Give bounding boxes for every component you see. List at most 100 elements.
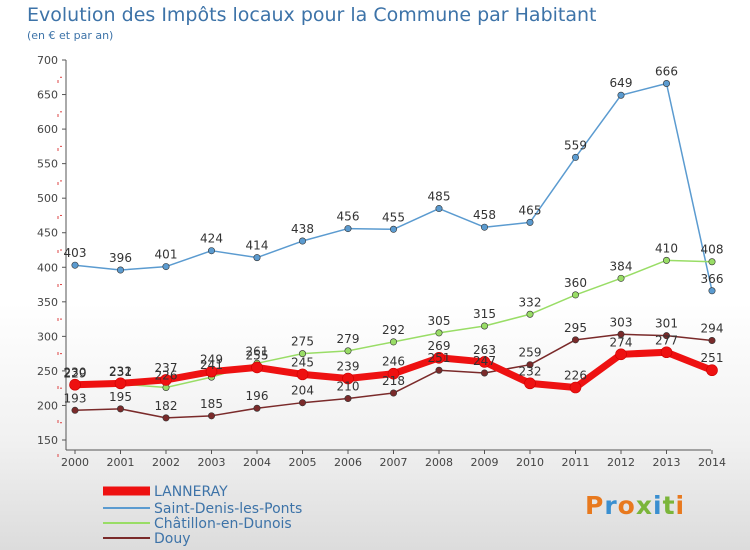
data-point [480,223,488,231]
data-label: 193 [64,391,87,405]
x-tick-label: 2005 [289,456,317,469]
data-point [208,247,216,255]
data-label: 277 [655,333,678,347]
logo-letter: i [675,491,686,520]
data-point [615,348,627,361]
data-point [706,364,718,377]
data-label: 384 [610,259,633,273]
x-tick-label: 2012 [607,456,635,469]
data-point [162,414,170,422]
data-label: 255 [246,348,269,362]
data-label: 196 [246,389,269,403]
data-label: 226 [564,368,587,382]
data-point [571,153,579,161]
data-point [253,254,261,262]
data-label: 275 [291,335,314,349]
data-point [435,329,443,337]
data-point [480,322,488,330]
data-point [344,347,352,355]
y-tick-label: 150 [37,434,58,447]
data-point [298,237,306,245]
data-label: 247 [473,354,496,368]
legend-label: Saint-Denis-les-Ponts [154,501,302,517]
data-point [617,91,625,99]
logo-letter: r [604,491,618,520]
data-label: 649 [610,76,633,90]
data-point [344,225,352,233]
data-label: 195 [109,390,132,404]
data-point [708,258,716,266]
data-point [160,374,172,386]
data-point [205,365,218,378]
data-point [662,256,670,264]
data-label: 185 [200,397,223,411]
legend-label: Châtillon-en-Dunois [154,516,292,532]
data-label: 246 [382,355,405,369]
data-label: 232 [519,364,542,378]
data-label: 204 [291,384,314,398]
data-point [660,346,673,359]
data-label: 182 [155,399,178,413]
data-point [253,404,261,412]
logo-letter: o [617,491,636,520]
data-point [71,261,79,269]
data-point [569,381,582,394]
data-point [662,332,670,340]
data-point [162,263,170,271]
chart-title: Evolution des Impôts locaux pour la Comm… [27,4,597,26]
data-label: 295 [564,321,587,335]
data-label: 301 [655,317,678,331]
data-point [117,266,125,274]
legend-label: LANNERAY [154,484,228,500]
data-label: 241 [200,358,223,372]
y-tick-label: 500 [37,192,58,205]
data-label: 269 [428,339,451,353]
data-point [433,351,445,364]
x-tick-label: 2003 [198,456,226,469]
x-tick-label: 2002 [152,456,180,469]
data-label: 279 [337,332,360,346]
proxiti-logo: Proxiti [585,491,685,520]
data-label: 465 [519,203,542,217]
x-tick-label: 2010 [516,456,544,469]
data-label: 294 [701,322,724,336]
y-tick-label: 200 [37,399,58,412]
x-tick-label: 2011 [562,456,590,469]
data-label: 396 [109,251,132,265]
data-point [617,330,625,338]
data-label: 259 [519,346,542,360]
data-label: 245 [291,355,314,369]
x-tick-label: 2000 [61,456,89,469]
data-point [708,337,716,345]
data-label: 666 [655,64,678,78]
x-tick-label: 2013 [653,456,681,469]
data-label: 403 [64,246,87,260]
data-label: 303 [610,315,633,329]
data-point [524,377,536,390]
data-point [526,218,534,226]
data-point [344,395,352,403]
data-label: 408 [701,243,724,257]
logo-letter: t [662,491,676,520]
data-point [435,366,443,374]
data-label: 218 [382,374,405,388]
data-point [662,79,670,87]
y-tick-label: 400 [37,261,58,274]
y-tick-label: 550 [37,158,58,171]
logo-letter: i [653,491,663,520]
data-point [480,369,488,377]
y-tick-label: 300 [37,330,58,343]
data-label: 410 [655,241,678,255]
y-tick-label: 700 [37,54,58,67]
data-point [389,225,397,233]
data-label: 292 [382,323,405,337]
data-label: 229 [64,366,87,380]
data-label: 414 [246,239,269,253]
data-point [387,367,400,380]
y-tick-label: 250 [37,365,58,378]
data-label: 231 [109,365,132,379]
y-tick-label: 650 [37,89,58,102]
data-label: 210 [337,380,360,394]
data-point [69,378,81,391]
